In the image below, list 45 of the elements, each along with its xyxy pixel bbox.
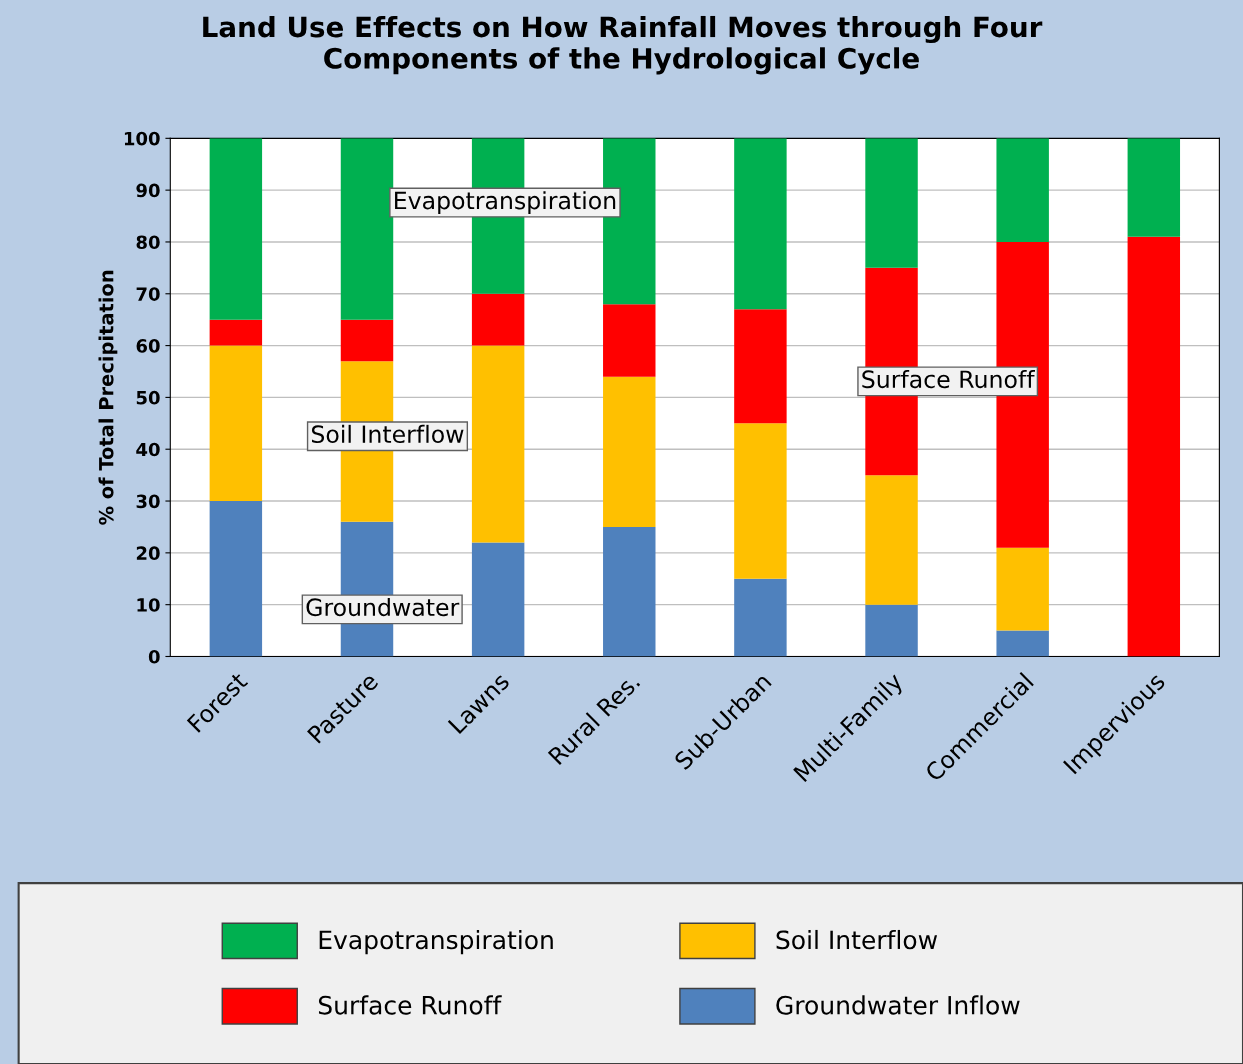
bar (603, 526, 656, 657)
bar (209, 501, 263, 657)
annotation: Soil Interflow (311, 424, 464, 444)
bar (734, 138, 787, 310)
bar (471, 293, 525, 346)
y-tick-label: 0 (148, 649, 160, 664)
bar (996, 547, 1049, 631)
y-tick-label: 90 (136, 183, 160, 198)
chart-title: Land Use Effects on How Rainfall Moves through Four Components of the Hydrological Cycle (203, 15, 1043, 75)
bar (865, 138, 918, 268)
y-tick-label: 70 (136, 287, 160, 301)
bar (340, 319, 394, 362)
bar (734, 578, 787, 657)
bar (209, 319, 263, 346)
bar (603, 376, 656, 527)
y-tick-label: 20 (136, 546, 160, 560)
legend-label: Soil Interflow (776, 929, 938, 950)
bar (996, 138, 1049, 242)
bar (734, 423, 787, 579)
bar (471, 542, 525, 657)
annotation: Surface Runoff (862, 369, 1036, 389)
legend-label: Surface Runoff (318, 995, 502, 1015)
y-tick-label: 30 (136, 494, 160, 509)
legend-label: Evapotranspiration (319, 929, 553, 955)
legend-label: Groundwater Inflow (776, 995, 1020, 1015)
bar (734, 309, 787, 424)
y-tick-label: 50 (136, 390, 160, 405)
bar (603, 304, 656, 377)
y-tick-label: 40 (136, 442, 160, 457)
y-tick-label: 60 (136, 339, 160, 353)
bar (209, 345, 263, 502)
bar (471, 345, 525, 543)
y-tick-label: 10 (137, 598, 160, 612)
bar (865, 475, 918, 605)
y-axis-title: % of Total Precipitation (98, 270, 118, 525)
annotation: Evapotranspiration (395, 191, 616, 214)
y-tick-label: 80 (136, 235, 160, 250)
y-tick-label: 100 (124, 131, 160, 146)
bar (209, 138, 263, 320)
bar (996, 630, 1049, 657)
bar (340, 138, 394, 320)
bar (1127, 138, 1181, 237)
annotation: Groundwater (306, 597, 460, 617)
bar (865, 604, 918, 657)
bar (1127, 236, 1181, 657)
